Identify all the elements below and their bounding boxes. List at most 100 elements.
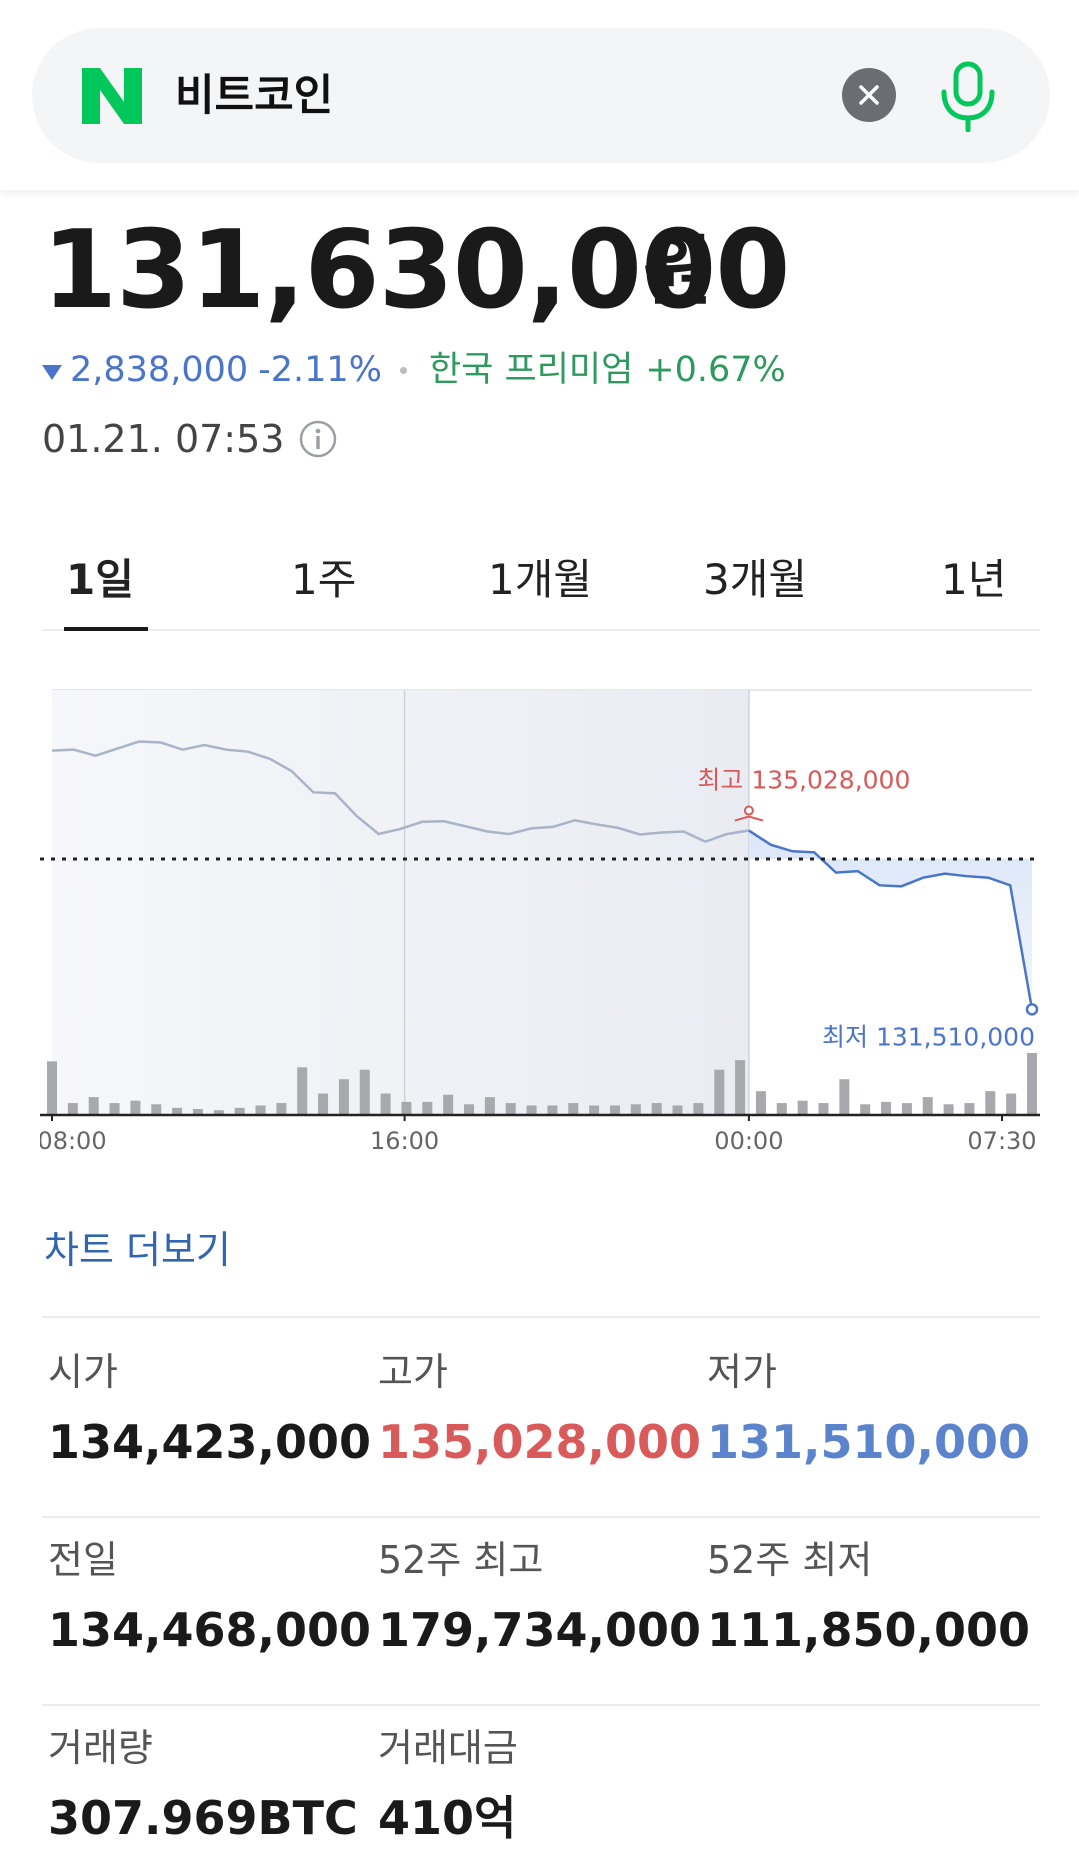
down-triangle-icon <box>42 364 62 380</box>
volume-bar <box>505 1103 516 1115</box>
search-header: 비트코인 <box>0 0 1079 190</box>
price-area-fill <box>748 830 1032 1010</box>
volume-bar <box>943 1104 954 1115</box>
stat-label: 거래대금 <box>378 1726 518 1770</box>
volume-bar <box>630 1104 641 1115</box>
volume-bar <box>67 1103 78 1115</box>
volume-bar <box>338 1079 349 1115</box>
more-chart-link[interactable]: 차트 더보기 <box>44 1228 231 1272</box>
volume-bar <box>172 1107 183 1115</box>
search-query-text[interactable]: 비트코인 <box>175 71 334 121</box>
price-change-row: 2,838,000 -2.11% 한국 프리미엄 +0.67% <box>42 345 786 395</box>
tab-3m[interactable]: 3개월 <box>703 555 808 604</box>
volume-bar <box>234 1107 245 1115</box>
naver-n-logo-icon[interactable] <box>82 68 142 124</box>
volume-bar <box>47 1061 57 1115</box>
stat-label: 52주 최저 <box>707 1538 873 1582</box>
stat-value: 111,850,000 <box>707 1603 1031 1657</box>
stat-label: 전일 <box>48 1538 118 1582</box>
stat-trade-value: 거래대금 410억 <box>378 1718 518 1850</box>
volume-bar <box>672 1105 683 1115</box>
stat-value: 307.969BTC <box>48 1791 358 1845</box>
period-tabs: 1일 1주 1개월 3개월 1년 <box>42 535 1040 631</box>
previous-session-shade <box>52 690 749 1115</box>
stat-volume: 거래량 307.969BTC <box>48 1718 358 1850</box>
stat-52w-high: 52주 최고 179,734,000 <box>378 1530 701 1662</box>
volume-bar <box>985 1091 996 1115</box>
x-tick-label: 07:30 <box>967 1127 1036 1155</box>
volume-bar <box>818 1103 829 1115</box>
microphone-icon[interactable] <box>935 60 1001 132</box>
volume-bar <box>881 1101 892 1115</box>
stats-row: 거래량 307.969BTC 거래대금 410억 <box>42 1706 1040 1872</box>
high-label: 최고 135,028,000 <box>697 766 910 795</box>
change-percent: -2.11% <box>258 350 382 390</box>
stat-label: 저가 <box>707 1350 777 1394</box>
low-label: 최저 131,510,000 <box>822 1022 1035 1051</box>
volume-bar <box>922 1097 933 1115</box>
stats-row: 전일 134,468,000 52주 최고 179,734,000 52주 최저… <box>42 1518 1040 1706</box>
volume-bar <box>1027 1053 1037 1115</box>
x-tick-label: 08:00 <box>40 1127 107 1155</box>
volume-bar <box>797 1100 808 1115</box>
low-marker-dot <box>1025 1003 1039 1016</box>
price-chart[interactable]: 최고 135,028,000 최저 131,510,000 08:00 16:00 00… <box>40 680 1040 1160</box>
stat-52w-low: 52주 최저 111,850,000 <box>707 1530 1030 1662</box>
volume-bar <box>213 1110 224 1115</box>
stat-prev-close: 전일 134,468,000 <box>48 1530 371 1662</box>
volume-bar <box>401 1101 412 1115</box>
stat-low: 저가 131,510,000 <box>707 1342 1030 1474</box>
current-price: 131,630,000 <box>42 208 790 333</box>
stat-open: 시가 134,423,000 <box>48 1342 371 1474</box>
volume-bar <box>1006 1093 1017 1115</box>
tab-1d[interactable]: 1일 <box>66 555 134 604</box>
stat-value: 134,468,000 <box>48 1603 372 1657</box>
change-amount: 2,838,000 <box>70 350 249 390</box>
stat-high: 고가 135,028,000 <box>378 1342 701 1474</box>
clear-search-button[interactable] <box>842 68 896 122</box>
previous-session-price-line <box>51 740 750 843</box>
volume-bar <box>192 1109 203 1115</box>
active-tab-underline <box>64 627 148 631</box>
stat-value: 410억 <box>378 1791 517 1845</box>
high-marker-dot <box>743 805 754 816</box>
tab-1y[interactable]: 1년 <box>941 555 1007 604</box>
volume-bar <box>255 1105 266 1115</box>
tab-1w[interactable]: 1주 <box>291 555 357 604</box>
volume-bar <box>443 1094 454 1115</box>
volume-bar <box>693 1103 704 1115</box>
price-unit: 원 <box>643 227 713 316</box>
high-marker-bracket <box>734 815 764 822</box>
volume-bar <box>589 1105 600 1115</box>
volume-bar <box>422 1101 433 1115</box>
stat-value: 134,423,000 <box>48 1415 372 1469</box>
price-line <box>748 829 1034 1010</box>
volume-bar <box>318 1093 329 1115</box>
volume-bar <box>755 1091 766 1115</box>
volume-bar <box>130 1100 141 1115</box>
volume-bar <box>109 1103 120 1115</box>
divider <box>42 1316 1040 1318</box>
volume-bar <box>297 1067 308 1115</box>
volume-bar <box>714 1069 725 1115</box>
volume-bar <box>776 1103 787 1115</box>
volume-bar <box>568 1103 579 1115</box>
stat-value: 179,734,000 <box>378 1603 702 1657</box>
stat-label: 고가 <box>378 1350 448 1394</box>
stats-grid: 시가 134,423,000 고가 135,028,000 저가 131,510… <box>42 1330 1040 1872</box>
volume-bar <box>88 1097 99 1115</box>
korea-premium-value: +0.67% <box>645 350 786 390</box>
volume-bar <box>547 1105 558 1115</box>
volume-bar <box>484 1097 495 1115</box>
volume-bar <box>839 1079 850 1115</box>
volume-bar <box>901 1103 912 1115</box>
info-icon[interactable] <box>298 419 338 459</box>
stat-value: 135,028,000 <box>378 1415 702 1469</box>
separator-dot <box>399 366 407 374</box>
volume-bar <box>964 1103 975 1115</box>
timestamp-row: 01.21. 07:53 <box>42 414 338 464</box>
volume-bar <box>276 1103 287 1115</box>
tab-1m[interactable]: 1개월 <box>488 555 593 604</box>
quote-timestamp: 01.21. 07:53 <box>42 417 285 461</box>
x-tick-label: 16:00 <box>370 1127 439 1155</box>
